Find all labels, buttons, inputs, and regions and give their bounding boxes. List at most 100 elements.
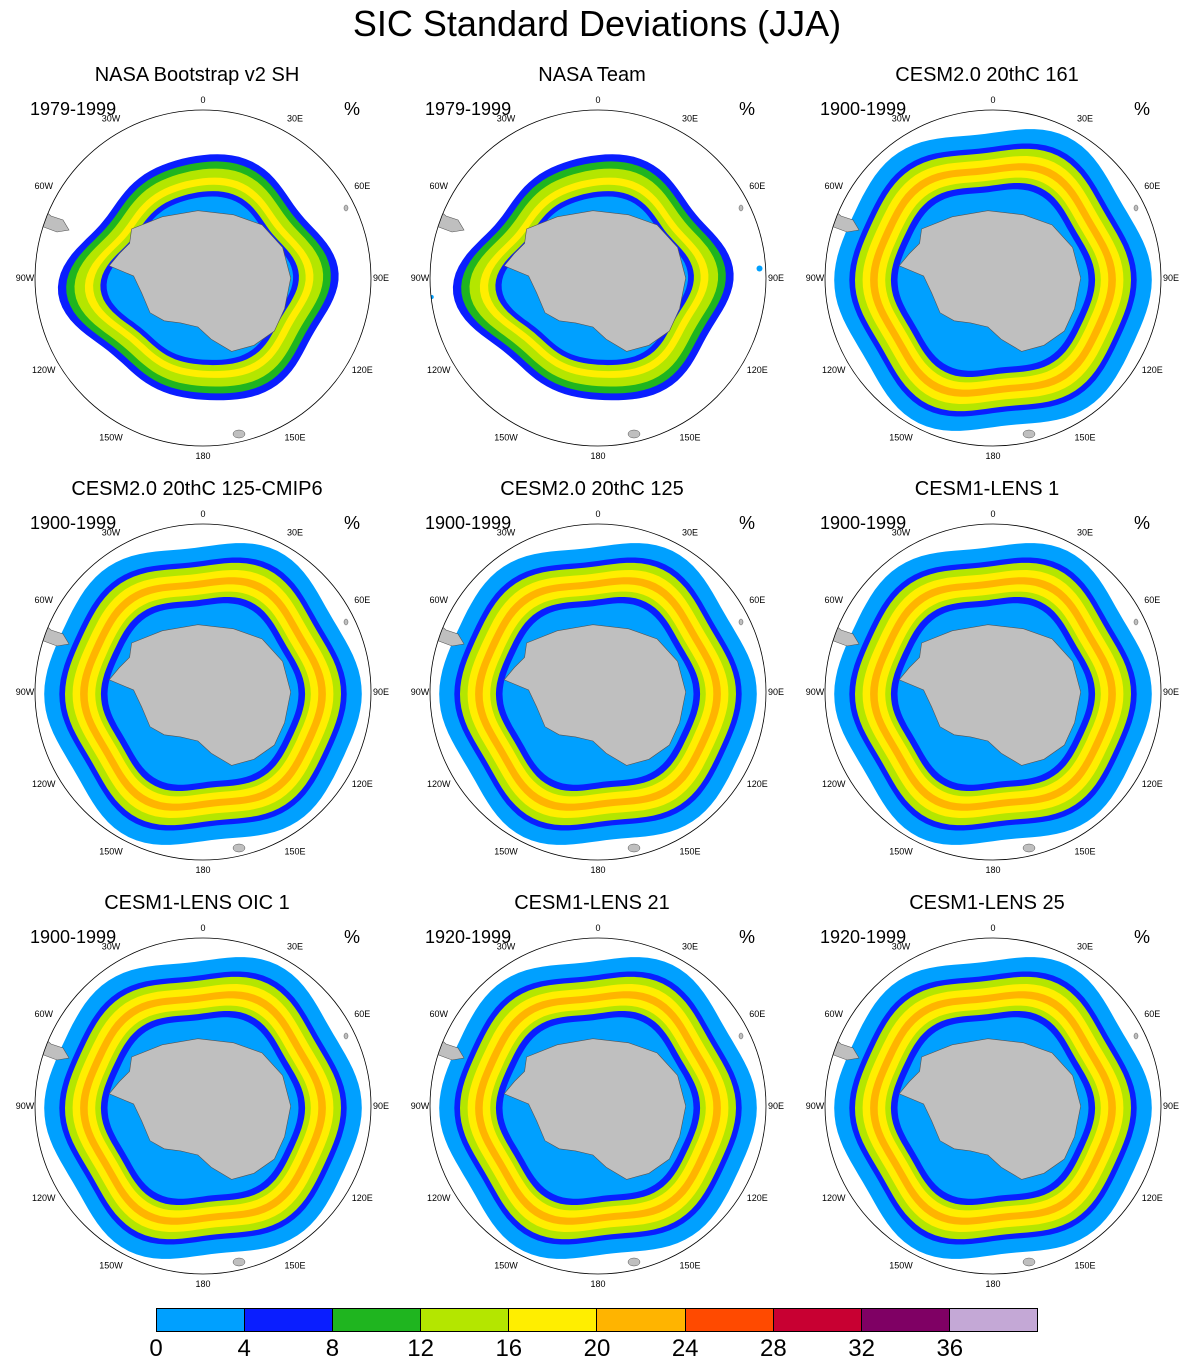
colorbar-label: 20 xyxy=(583,1335,611,1362)
sic-speckle xyxy=(756,265,763,272)
polar-map: 0 30E 60E 90E 120E 150E 180 150W 120W 90W 60W 30W xyxy=(806,95,1179,461)
longitude-label: 150E xyxy=(1074,1260,1095,1270)
longitude-label: 150E xyxy=(679,432,700,442)
longitude-label: 30E xyxy=(1077,114,1093,124)
longitude-label: 180 xyxy=(985,1279,1000,1289)
longitude-label: 0 xyxy=(595,95,600,105)
longitude-label: 120E xyxy=(747,365,768,375)
map-boundary-circle xyxy=(429,523,767,861)
panel-period: 1900-1999 xyxy=(30,927,117,947)
panel-title: CESM1-LENS 1 xyxy=(914,478,1060,500)
map-boundary-circle xyxy=(429,937,767,1275)
longitude-label: 30E xyxy=(1077,528,1093,538)
longitude-label: 90E xyxy=(768,687,784,697)
longitude-label: 180 xyxy=(195,865,210,875)
island-landmass xyxy=(738,1032,744,1040)
longitude-label: 30E xyxy=(682,528,698,538)
map-panel: 0 30E 60E 90E 120E 150E 180 150W 120W 90W 60W 30W CE… xyxy=(0,890,394,1300)
colorbar-swatch xyxy=(861,1309,950,1331)
panel-period: 1900-1999 xyxy=(820,99,907,119)
sic-speckle xyxy=(738,390,743,394)
colorbar-label: 24 xyxy=(671,1335,699,1362)
longitude-label: 60E xyxy=(1144,1009,1160,1019)
sic-speckle xyxy=(718,142,725,148)
longitude-label: 150W xyxy=(889,1260,913,1270)
map-panel: 0 30E 60E 90E 120E 150E 180 150W 120W 90W 60W 30W CE… xyxy=(790,62,1184,472)
longitude-label: 120W xyxy=(427,365,451,375)
antarctica-landmass xyxy=(503,624,687,766)
longitude-label: 150W xyxy=(99,1260,123,1270)
colorbar-label: 28 xyxy=(760,1335,787,1362)
longitude-label: 60W xyxy=(429,181,448,191)
longitude-label: 150E xyxy=(1074,846,1095,856)
antarctica-landmass xyxy=(898,1038,1082,1180)
longitude-label: 120W xyxy=(822,365,846,375)
longitude-label: 30W xyxy=(497,114,516,124)
colorbar-swatch xyxy=(333,1309,422,1331)
panel-unit: % xyxy=(739,927,756,947)
longitude-label: 150W xyxy=(889,432,913,442)
panel-title: CESM2.0 20thC 125 xyxy=(500,478,684,500)
longitude-label: 90E xyxy=(373,273,389,283)
island-landmass xyxy=(627,429,641,439)
colorbar-swatch xyxy=(245,1309,334,1331)
longitude-label: 90E xyxy=(768,1101,784,1111)
colorbar-label: 16 xyxy=(495,1335,523,1362)
island-landmass xyxy=(1022,843,1036,853)
longitude-label: 150W xyxy=(494,1260,518,1270)
panel-unit: % xyxy=(1134,927,1151,947)
colorbar-swatch xyxy=(509,1309,598,1331)
sic-speckle xyxy=(430,295,434,299)
map-boundary-circle xyxy=(824,523,1162,861)
colorbar-swatch xyxy=(157,1309,246,1331)
map-panel: 0 30E 60E 90E 120E 150E 180 150W 120W 90W 60W 30W CE… xyxy=(0,476,394,886)
longitude-label: 30E xyxy=(287,942,303,952)
longitude-label: 30W xyxy=(102,942,121,952)
panel-period: 1920-1999 xyxy=(820,927,907,947)
longitude-label: 120W xyxy=(32,779,56,789)
antarctica-landmass xyxy=(108,624,292,766)
longitude-label: 60E xyxy=(749,1009,765,1019)
longitude-label: 30W xyxy=(892,528,911,538)
map-boundary-circle xyxy=(824,109,1162,447)
longitude-label: 30E xyxy=(682,114,698,124)
longitude-label: 30E xyxy=(287,528,303,538)
longitude-label: 0 xyxy=(200,95,205,105)
longitude-label: 60E xyxy=(354,1009,370,1019)
polar-map: 0 30E 60E 90E 120E 150E 180 150W 120W 90W 60W 30W xyxy=(411,95,784,461)
longitude-label: 0 xyxy=(595,509,600,519)
polar-map: 0 30E 60E 90E 120E 150E 180 150W 120W 90W 60W 30W xyxy=(16,509,389,875)
island-landmass xyxy=(343,618,349,626)
panel-title: NASA Bootstrap v2 SH xyxy=(94,64,300,86)
longitude-label: 90W xyxy=(806,1101,825,1111)
longitude-label: 90W xyxy=(16,687,35,697)
longitude-label: 150E xyxy=(284,1260,305,1270)
longitude-label: 180 xyxy=(590,1279,605,1289)
polar-map: 0 30E 60E 90E 120E 150E 180 150W 120W 90W 60W 30W xyxy=(16,95,389,461)
sic-speckle xyxy=(453,166,458,171)
island-landmass xyxy=(738,204,744,212)
longitude-label: 120E xyxy=(352,1193,373,1203)
island-landmass xyxy=(1133,1032,1139,1040)
longitude-label: 0 xyxy=(200,923,205,933)
longitude-label: 180 xyxy=(985,865,1000,875)
longitude-label: 60W xyxy=(429,1009,448,1019)
longitude-label: 150E xyxy=(284,432,305,442)
panel-unit: % xyxy=(344,513,361,533)
longitude-label: 150E xyxy=(679,1260,700,1270)
island-landmass xyxy=(232,843,246,853)
panel-unit: % xyxy=(344,99,361,119)
longitude-label: 30W xyxy=(497,528,516,538)
longitude-label: 180 xyxy=(195,451,210,461)
longitude-label: 30W xyxy=(892,114,911,124)
longitude-label: 150W xyxy=(889,846,913,856)
panel-period: 1979-1999 xyxy=(30,99,117,119)
longitude-label: 60E xyxy=(354,181,370,191)
panel-unit: % xyxy=(1134,513,1151,533)
colorbar-swatch xyxy=(421,1309,510,1331)
longitude-label: 120W xyxy=(427,1193,451,1203)
panel-period: 1920-1999 xyxy=(425,927,512,947)
longitude-label: 120E xyxy=(1142,365,1163,375)
longitude-label: 0 xyxy=(990,95,995,105)
longitude-label: 150W xyxy=(99,432,123,442)
